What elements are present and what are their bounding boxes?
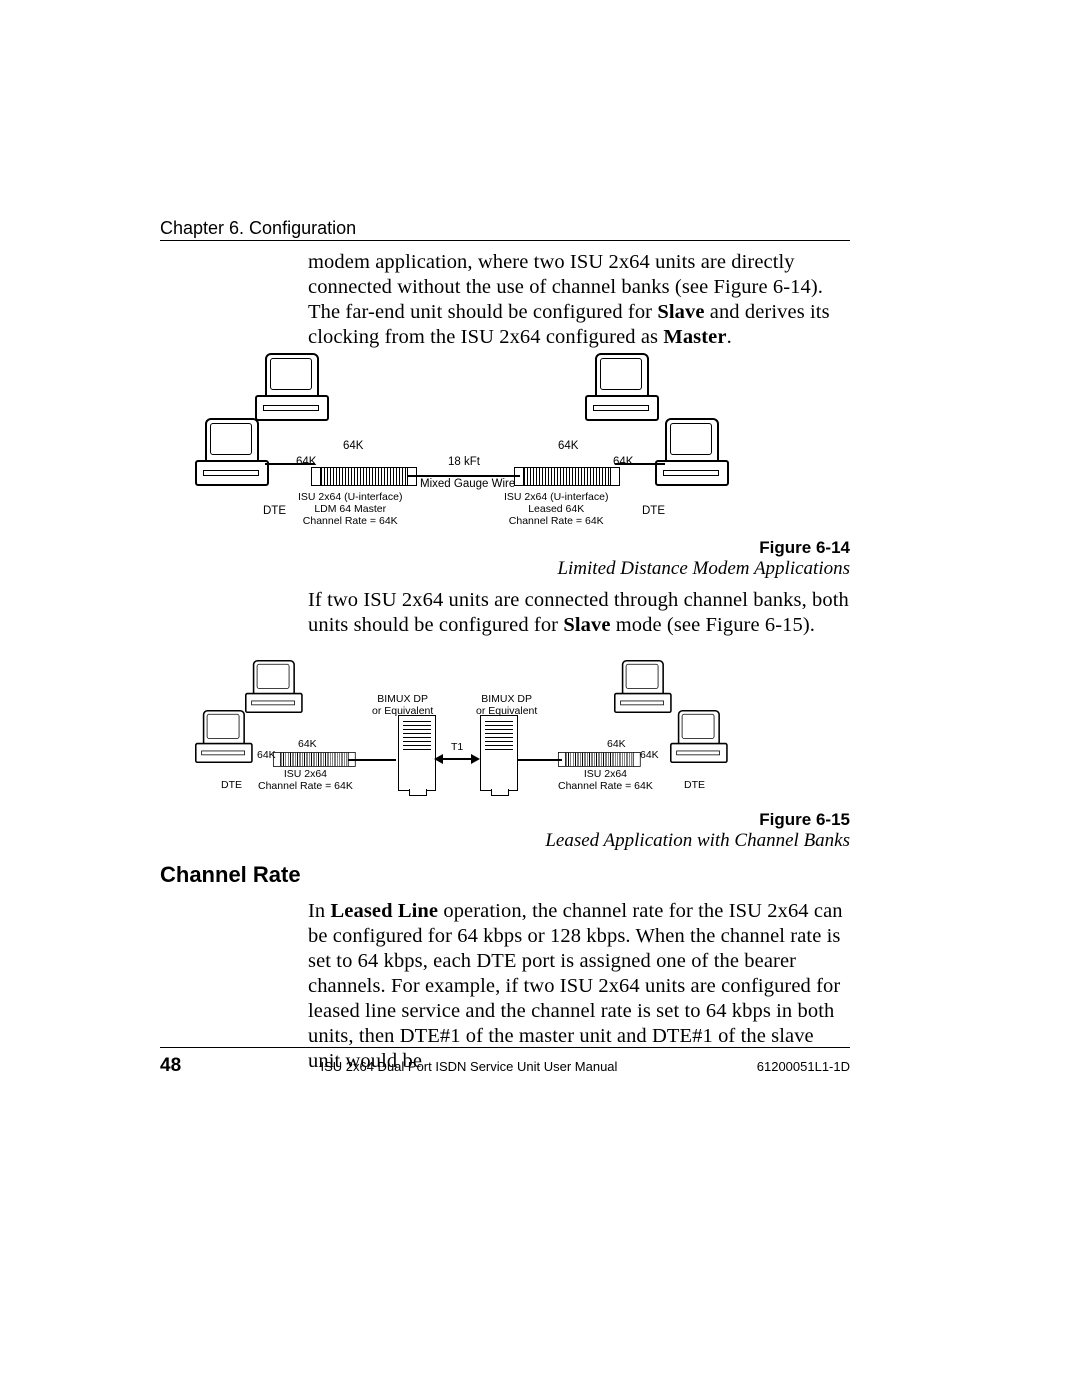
unit-caption: ISU 2x64 (U-interface)Leased 64KChannel … — [504, 491, 608, 527]
figure-caption: Figure 6-15 Leased Application with Chan… — [545, 810, 850, 852]
isu-unit-icon — [280, 752, 349, 767]
figure-6-15-diagram: BIMUX DPor Equivalent BIMUX DPor Equival… — [195, 660, 745, 812]
rate-label: 64K — [343, 440, 363, 452]
section-heading: Channel Rate — [160, 862, 301, 888]
figure-number: Figure 6-15 — [545, 810, 850, 830]
footer-rule — [160, 1047, 850, 1048]
t1-label: T1 — [451, 741, 463, 753]
isu-unit-icon — [565, 752, 634, 767]
connection-line — [408, 475, 520, 477]
channel-bank-icon — [480, 715, 518, 791]
unit-caption: ISU 2x64Channel Rate = 64K — [558, 768, 653, 792]
computer-icon — [585, 353, 655, 421]
figure-title: Leased Application with Channel Banks — [545, 830, 850, 851]
rate-label: 64K — [298, 738, 317, 750]
body-paragraph-2: If two ISU 2x64 units are connected thro… — [308, 588, 850, 638]
computer-icon — [195, 710, 250, 763]
page-footer: 48 ISU 2x64 Dual Port ISDN Service Unit … — [160, 1055, 850, 1077]
page: Chapter 6. Configuration modem applicati… — [0, 0, 1080, 1397]
body-paragraph-1: modem application, where two ISU 2x64 un… — [308, 250, 850, 350]
connection-line — [348, 759, 396, 761]
computer-icon — [245, 660, 300, 713]
computer-icon — [614, 660, 669, 713]
isu-unit-icon — [523, 467, 611, 486]
computer-icon — [670, 710, 725, 763]
unit-caption: ISU 2x64Channel Rate = 64K — [258, 768, 353, 792]
channel-bank-icon — [398, 715, 436, 791]
document-number: 61200051L1-1D — [757, 1059, 850, 1074]
unit-caption: ISU 2x64 (U-interface)LDM 64 MasterChann… — [298, 491, 402, 527]
connection-line — [518, 759, 562, 761]
rate-label: 64K — [640, 749, 659, 761]
bank-caption: BIMUX DPor Equivalent — [476, 693, 537, 717]
connection-line — [436, 758, 478, 760]
isu-unit-icon — [320, 467, 408, 486]
rate-label: 64K — [296, 456, 316, 468]
dte-label: DTE — [642, 505, 665, 517]
footer-title: ISU 2x64 Dual Port ISDN Service Unit Use… — [320, 1059, 617, 1074]
dte-label: DTE — [263, 505, 286, 517]
figure-title: Limited Distance Modem Applications — [557, 558, 850, 579]
dte-label: DTE — [221, 779, 242, 791]
rate-label: 64K — [607, 738, 626, 750]
figure-number: Figure 6-14 — [557, 538, 850, 558]
chapter-header: Chapter 6. Configuration — [160, 218, 850, 239]
computer-icon — [655, 418, 725, 486]
wire-label: Mixed Gauge Wire — [420, 478, 515, 490]
computer-icon — [195, 418, 265, 486]
figure-caption: Figure 6-14 Limited Distance Modem Appli… — [557, 538, 850, 580]
computer-icon — [255, 353, 325, 421]
rate-label: 64K — [558, 440, 578, 452]
header-rule — [160, 240, 850, 241]
rate-label: 64K — [613, 456, 633, 468]
figure-6-14-diagram: 64K 64K 64K 64K 18 kFt Mixed Gauge Wire … — [195, 353, 745, 541]
page-number: 48 — [160, 1055, 181, 1077]
dte-label: DTE — [684, 779, 705, 791]
distance-label: 18 kFt — [448, 456, 480, 468]
rate-label: 64K — [257, 749, 276, 761]
bank-caption: BIMUX DPor Equivalent — [372, 693, 433, 717]
